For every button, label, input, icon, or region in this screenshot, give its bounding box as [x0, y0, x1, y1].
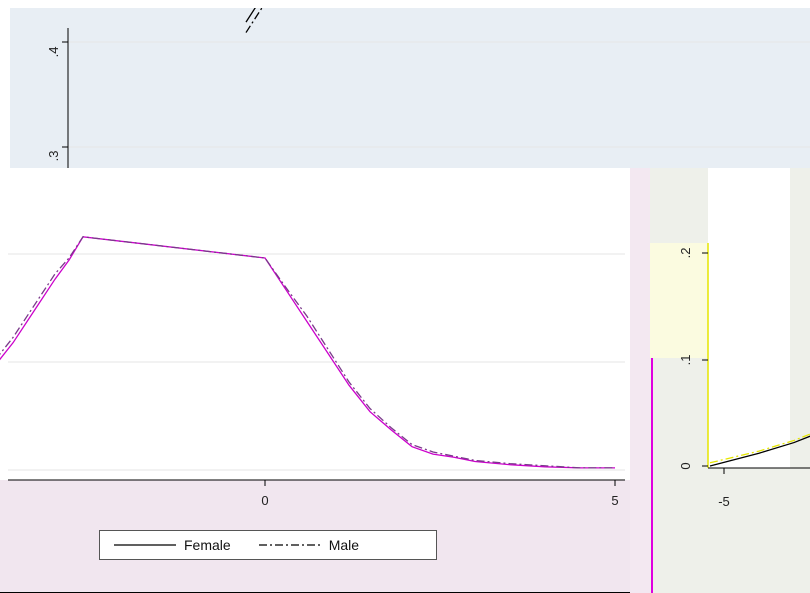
right-panel-edge — [651, 358, 653, 593]
background-chart-svg: .4 .3 — [46, 8, 810, 278]
y-tick-label: .3 — [46, 151, 61, 162]
right-highlight-strip — [650, 243, 708, 358]
series-line-female — [709, 435, 810, 467]
y-tick-label: .4 — [46, 47, 61, 58]
foreground-chart-svg: 0 5 — [0, 236, 625, 508]
y-tick-label: .2 — [678, 248, 693, 259]
legend-item-female: Female — [114, 537, 231, 553]
foreground-chart-panel: 0 5 Female Male — [0, 168, 630, 593]
y-tick-label: .1 — [678, 355, 693, 366]
legend-label-male: Male — [328, 537, 360, 553]
series-line-male — [709, 433, 810, 464]
foreground-plot-area — [0, 168, 630, 480]
legend-item-male: Male — [258, 537, 360, 553]
series-line-female — [245, 8, 256, 23]
series-line-female — [0, 236, 615, 469]
series-line-male — [245, 8, 263, 33]
legend-swatch-solid — [114, 544, 176, 546]
legend: Female Male — [99, 530, 437, 560]
x-tick-label: -5 — [718, 494, 730, 509]
right-chart-svg: .2 .1 0 -5 — [678, 243, 810, 509]
right-plot-area — [708, 168, 790, 468]
right-chart-panel: .2 .1 0 -5 — [630, 168, 810, 593]
x-tick-label: 0 — [261, 493, 268, 508]
legend-label-female: Female — [184, 537, 231, 553]
y-tick-label: 0 — [678, 462, 693, 469]
series-line-male — [0, 236, 615, 469]
x-tick-label: 5 — [611, 493, 618, 508]
legend-swatch-dashdot — [258, 544, 321, 546]
